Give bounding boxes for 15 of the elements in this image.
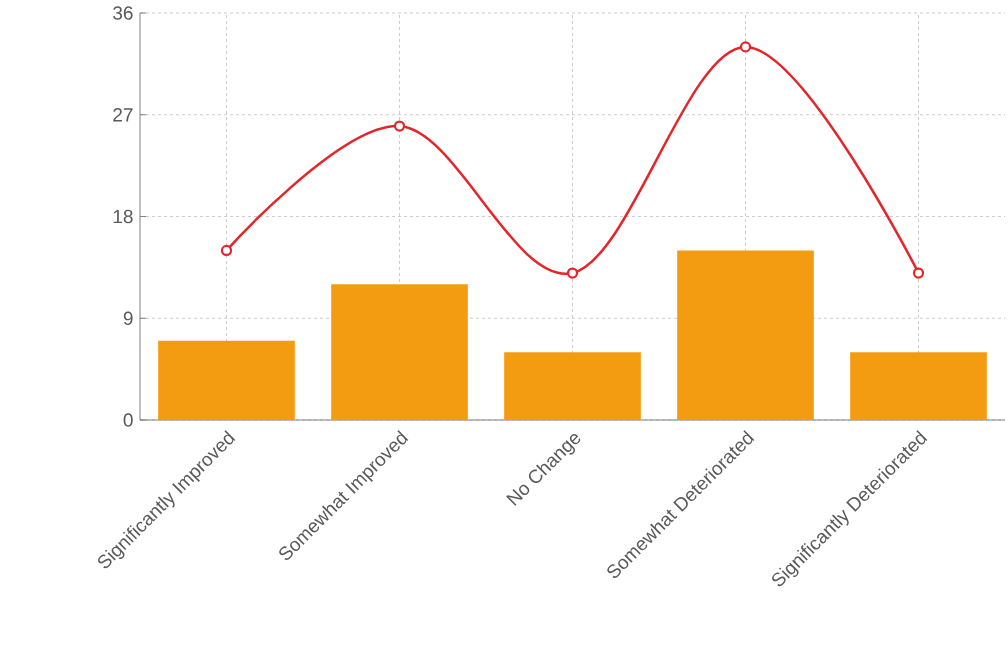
bar <box>331 284 468 420</box>
bar <box>158 340 295 420</box>
point <box>220 244 233 257</box>
bar <box>504 352 641 420</box>
point <box>912 267 925 279</box>
y-tick-label: 36 <box>113 6 133 20</box>
y-tick-label: 18 <box>113 209 133 224</box>
y-tick-label: 0 <box>123 413 133 427</box>
point <box>566 267 579 279</box>
bar <box>677 250 814 420</box>
y-tick-label: 27 <box>113 108 133 122</box>
bar <box>850 352 987 420</box>
point <box>739 41 752 53</box>
y-tick-label: 9 <box>123 311 133 325</box>
point <box>393 120 406 132</box>
